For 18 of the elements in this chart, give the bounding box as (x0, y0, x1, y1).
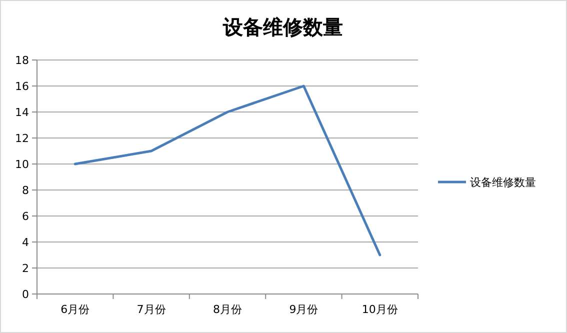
x-tick-label: 6月份 (60, 303, 90, 316)
line-series (74, 84, 382, 256)
chart-title: 设备维修数量 (222, 15, 343, 39)
x-tick-label: 8月份 (213, 303, 242, 316)
y-tick-label: 16 (15, 80, 29, 93)
y-tick-label: 18 (15, 54, 29, 67)
x-tick-label: 7月份 (136, 303, 166, 316)
legend-label: 设备维修数量 (470, 176, 536, 189)
x-tick-label: 10月份 (362, 303, 398, 316)
y-tick-label: 14 (15, 106, 29, 119)
y-tick-label: 10 (15, 158, 29, 171)
y-tick-label: 0 (22, 288, 29, 301)
y-tick-label: 4 (22, 236, 29, 249)
x-tick-label: 9月份 (289, 303, 318, 316)
y-tick-label: 6 (22, 210, 29, 223)
y-tick-label: 2 (22, 262, 29, 275)
y-tick-label: 8 (22, 184, 29, 197)
y-tick-label: 12 (15, 132, 29, 145)
